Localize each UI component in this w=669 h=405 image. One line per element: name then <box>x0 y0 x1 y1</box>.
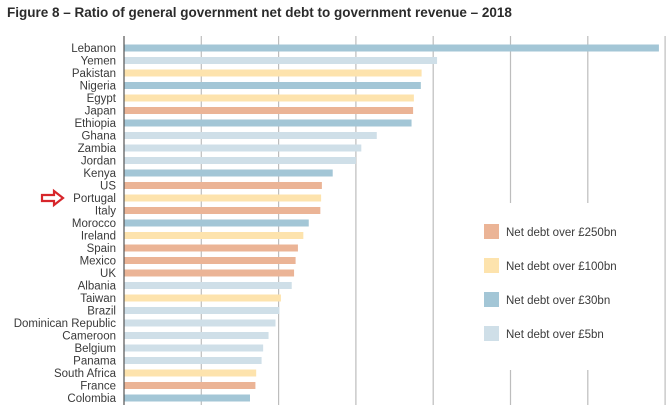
bar-france <box>124 382 256 389</box>
bar-yemen <box>124 57 438 64</box>
bar-ghana <box>124 132 377 139</box>
bar-spain <box>124 244 298 252</box>
bar-nigeria <box>124 82 421 89</box>
bar-morocco <box>124 219 309 227</box>
category-label: US <box>100 181 116 193</box>
category-label: Spain <box>87 243 116 255</box>
category-labels: LebanonYemenPakistanNigeriaEgyptJapanEth… <box>14 43 117 405</box>
category-label: Lebanon <box>71 43 116 55</box>
legend-label: Net debt over £5bn <box>506 329 604 341</box>
bar-japan <box>124 107 414 114</box>
bar-south-africa <box>124 369 257 377</box>
category-label: Pakistan <box>72 68 116 80</box>
category-label: Ireland <box>81 231 116 243</box>
bar-belgium <box>124 344 264 352</box>
category-label: Taiwan <box>80 293 116 305</box>
category-label: Morocco <box>72 218 116 230</box>
category-label: Dominican Republic <box>14 318 117 330</box>
legend-swatch <box>484 292 499 307</box>
bar-ethiopia <box>124 119 412 127</box>
category-label: Panama <box>73 356 116 368</box>
category-label: Colombia <box>67 393 116 405</box>
category-label: Ethiopia <box>74 118 116 130</box>
legend-label: Net debt over £100bn <box>506 261 617 273</box>
bar-zambia <box>124 144 362 152</box>
bar-cameroon <box>124 332 269 339</box>
legend-swatch <box>484 326 499 341</box>
red-arrow-icon <box>40 188 65 208</box>
category-label: Italy <box>95 206 116 218</box>
bar-italy <box>124 207 321 214</box>
legend-label: Net debt over £30bn <box>506 295 610 307</box>
category-label: Zambia <box>78 143 117 155</box>
bar-portugal <box>124 194 322 202</box>
bar-colombia <box>124 394 250 402</box>
bar-lebanon <box>124 44 659 52</box>
legend-swatch <box>484 224 499 239</box>
bar-uk <box>124 269 295 277</box>
category-label: Brazil <box>87 306 116 318</box>
category-label: Yemen <box>81 56 116 68</box>
bar-kenya <box>124 169 333 177</box>
category-label: Cameroon <box>62 331 116 343</box>
bar-pakistan <box>124 69 422 77</box>
legend-swatch <box>484 258 499 273</box>
category-label: Portugal <box>73 193 116 205</box>
category-label: France <box>80 381 116 393</box>
category-label: Jordan <box>81 156 116 168</box>
legend-label: Net debt over £250bn <box>506 227 617 239</box>
bar-ireland <box>124 232 304 239</box>
category-label: Egypt <box>87 93 117 105</box>
bar-brazil <box>124 307 280 314</box>
category-label: Ghana <box>81 131 116 143</box>
bar-albania <box>124 282 292 289</box>
bar-jordan <box>124 157 356 164</box>
category-label: Mexico <box>80 256 116 268</box>
category-label: Kenya <box>83 168 116 180</box>
category-label: Belgium <box>74 343 116 355</box>
category-label: UK <box>100 268 116 280</box>
bar-dominican-republic <box>124 319 276 327</box>
bars <box>124 44 659 402</box>
bar-panama <box>124 357 262 364</box>
legend: Net debt over £250bn Net debt over £100bn… <box>484 224 617 341</box>
bar-mexico <box>124 257 296 264</box>
category-label: Albania <box>78 281 117 293</box>
category-label: Nigeria <box>80 81 117 93</box>
bar-taiwan <box>124 294 281 302</box>
category-label: Japan <box>85 106 116 118</box>
bar-egypt <box>124 94 414 102</box>
category-label: South Africa <box>54 368 117 380</box>
bar-us <box>124 182 322 189</box>
highlight-annotation <box>40 188 65 208</box>
chart-title: Figure 8 – Ratio of general government n… <box>7 5 512 20</box>
